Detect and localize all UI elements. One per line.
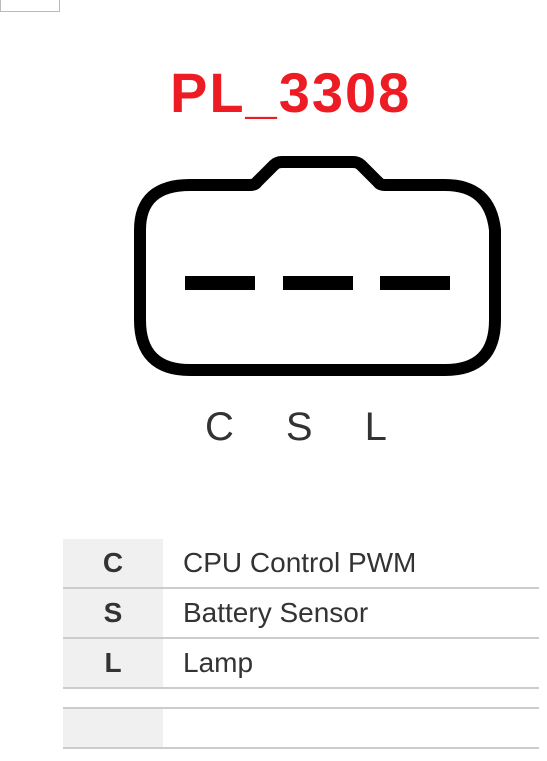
corner-tab xyxy=(0,0,60,12)
pin-label-c: C xyxy=(205,405,234,450)
pin-label-s: S xyxy=(286,405,313,450)
empty-desc-cell xyxy=(163,707,539,749)
legend-key: L xyxy=(63,638,163,688)
legend-key: S xyxy=(63,588,163,638)
table-row: C CPU Control PWM xyxy=(63,539,539,588)
legend-desc: Battery Sensor xyxy=(163,588,539,638)
connector-diagram xyxy=(125,155,515,385)
pin-labels-row: C S L xyxy=(205,405,387,450)
connector-outline xyxy=(140,162,495,370)
legend-desc: CPU Control PWM xyxy=(163,539,539,588)
part-number-title: PL_3308 xyxy=(170,60,411,125)
legend-desc: Lamp xyxy=(163,638,539,688)
empty-key-cell xyxy=(63,707,163,749)
legend-table: C CPU Control PWM S Battery Sensor L Lam… xyxy=(63,539,539,689)
table-row: L Lamp xyxy=(63,638,539,688)
empty-table-row xyxy=(63,707,539,749)
table-row: S Battery Sensor xyxy=(63,588,539,638)
legend-key: C xyxy=(63,539,163,588)
pin-label-l: L xyxy=(365,405,387,450)
